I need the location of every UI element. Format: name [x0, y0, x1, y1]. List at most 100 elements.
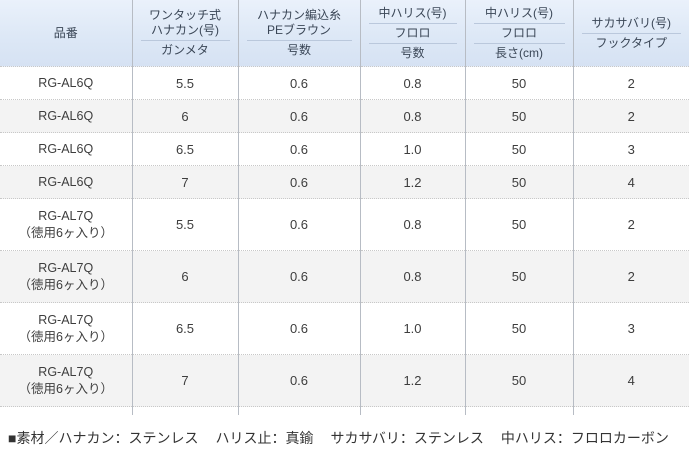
header-segment-divider [581, 32, 681, 34]
cell-sakasabari: 3 [627, 141, 635, 157]
header-segment-divider [140, 40, 230, 41]
cell-model-number: RG-AL6Q [0, 99, 133, 133]
header-segment: フロロ [500, 25, 537, 40]
cell-sakasabari: 4 [627, 174, 635, 190]
cell-nakaharisu-nagasa: 50 [465, 132, 574, 166]
cell-nakaharisu-gou: 0.8 [360, 250, 466, 303]
cell-sakasabari: 2 [627, 75, 635, 91]
header-segment-divider [368, 22, 457, 24]
tail-cell [360, 406, 466, 415]
cell-nakaharisu-nagasa: 50 [465, 165, 574, 199]
header-segment: サカサバリ(号) [591, 15, 671, 30]
cell-sakasabari: 2 [627, 108, 635, 124]
cell-model-number: RG-AL7Q （徳用6ヶ入り） [0, 250, 133, 303]
col-header-hanakan: ワンタッチ式 ハナカン(号) ガンメタ [132, 0, 239, 67]
table-tail-row [0, 406, 689, 415]
tail-cell [573, 407, 689, 415]
cell-nakaharisu-nagasa: 50 [465, 66, 574, 100]
cell-hanakan: 7 [132, 354, 239, 407]
tail-cell [238, 406, 361, 415]
col-header-hinban: 品番 [0, 0, 133, 67]
table-row: RG-AL7Q （徳用6ヶ入り） 7 0.6 1.2 50 4 [0, 354, 689, 407]
cell-hanakan: 6.5 [132, 302, 239, 355]
header-segment: 中ハリス(号) [378, 5, 447, 20]
cell-amikomiito: 0.6 [238, 198, 361, 251]
table-row: RG-AL6Q 5.5 0.6 0.8 50 2 [0, 66, 689, 100]
header-segment: ハナカン編込糸 PEブラウン [256, 8, 341, 37]
header-segment: 長さ(cm) [495, 45, 543, 60]
header-segment: 中ハリス(号) [485, 5, 553, 20]
note-segment: 素材／ハナカン：ステンレス [16, 429, 199, 446]
tail-cell [465, 406, 574, 415]
spec-table-body: RG-AL6Q 5.5 0.6 0.8 50 2 RG-AL6Q 6 0.6 0.8 50 2 RG-A… [0, 66, 689, 415]
cell-model-number: RG-AL7Q （徳用6ヶ入り） [0, 302, 133, 355]
header-segment: ガンメタ [161, 43, 209, 57]
cell-nakaharisu-gou: 1.0 [360, 302, 466, 355]
spec-table: 品番 ワンタッチ式 ハナカン(号) ガンメタ ハナカン編込糸 PEブラウン 号数 中ハリス(号… [0, 0, 689, 415]
cell-sakasabari: 4 [627, 373, 635, 388]
cell-amikomiito: 0.6 [238, 302, 361, 355]
cell-amikomiito: 0.6 [238, 354, 361, 407]
header-segment: 品番 [53, 25, 78, 40]
note-segment: ハリス止：真鍮 [215, 429, 314, 446]
cell-nakaharisu-nagasa: 50 [465, 250, 574, 303]
header-segment: フックタイプ [595, 35, 668, 50]
col-header-nakaharisu-nagasa: 中ハリス(号) フロロ長さ(cm) [465, 0, 574, 67]
header-segment: 号数 [286, 43, 311, 57]
cell-nakaharisu-nagasa: 50 [465, 302, 574, 355]
header-segment-divider [246, 40, 352, 41]
cell-nakaharisu-nagasa: 50 [465, 198, 574, 251]
cell-sakasabari: 2 [627, 269, 635, 284]
materials-note: ■素材／ハナカン：ステンレス ハリス止：真鍮 サカサバリ：ステンレス 中ハリス：フロロ… [8, 428, 693, 448]
table-row: RG-AL7Q （徳用6ヶ入り） 6.5 0.6 1.0 50 3 [0, 302, 689, 355]
header-segment: ワンタッチ式 ハナカン(号) [148, 8, 221, 37]
cell-model-number: RG-AL6Q [0, 66, 133, 100]
cell-model-number: RG-AL6Q [0, 165, 133, 199]
table-row: RG-AL7Q （徳用6ヶ入り） 5.5 0.6 0.8 50 2 [0, 198, 689, 251]
cell-sakasabari: 2 [627, 217, 635, 232]
cell-amikomiito: 0.6 [238, 165, 361, 199]
col-header-sakasabari: サカサバリ(号) フックタイプ [573, 0, 689, 67]
spec-table-header: 品番 ワンタッチ式 ハナカン(号) ガンメタ ハナカン編込糸 PEブラウン 号数 中ハリス(号… [0, 0, 689, 67]
cell-amikomiito: 0.6 [238, 66, 361, 100]
cell-nakaharisu-nagasa: 50 [465, 99, 574, 133]
cell-nakaharisu-gou: 1.0 [360, 132, 466, 166]
cell-hanakan: 5.5 [132, 66, 239, 100]
header-segment-divider [473, 22, 565, 24]
header-segment: 号数 [400, 45, 425, 60]
table-row: RG-AL6Q 6.5 0.6 1.0 50 3 [0, 132, 689, 166]
note-bullet-icon: ■ [8, 429, 17, 446]
note-segment: 中ハリス：フロロカーボン [500, 429, 669, 446]
header-row: 品番 ワンタッチ式 ハナカン(号) ガンメタ ハナカン編込糸 PEブラウン 号数 中ハリス(号… [0, 0, 689, 67]
cell-nakaharisu-gou: 0.8 [360, 198, 466, 251]
header-segment-divider [473, 42, 565, 44]
tail-cell [0, 406, 133, 415]
cell-nakaharisu-gou: 0.8 [360, 99, 466, 133]
cell-amikomiito: 0.6 [238, 250, 361, 303]
cell-model-number: RG-AL7Q （徳用6ヶ入り） [0, 354, 133, 407]
cell-model-number: RG-AL7Q （徳用6ヶ入り） [0, 198, 133, 251]
col-header-amikomiito: ハナカン編込糸 PEブラウン号数 [238, 0, 361, 67]
cell-nakaharisu-gou: 0.8 [360, 66, 466, 100]
cell-hanakan: 5.5 [132, 198, 239, 251]
col-header-nakaharisu-gou: 中ハリス(号) フロロ号数 [360, 0, 466, 67]
table-row: RG-AL6Q 7 0.6 1.2 50 4 [0, 165, 689, 199]
cell-nakaharisu-gou: 1.2 [360, 165, 466, 199]
cell-hanakan: 6 [132, 99, 239, 133]
cell-amikomiito: 0.6 [238, 99, 361, 133]
cell-nakaharisu-gou: 1.2 [360, 354, 466, 407]
cell-hanakan: 6 [132, 250, 239, 303]
table-row: RG-AL6Q 6 0.6 0.8 50 2 [0, 99, 689, 133]
header-segment-divider [368, 42, 457, 44]
note-segment: サカサバリ：ステンレス [330, 429, 484, 446]
cell-sakasabari: 3 [627, 321, 635, 336]
cell-hanakan: 6.5 [132, 132, 239, 166]
table-row: RG-AL7Q （徳用6ヶ入り） 6 0.6 0.8 50 2 [0, 250, 689, 303]
cell-amikomiito: 0.6 [238, 132, 361, 166]
header-segment: フロロ [394, 25, 431, 40]
cell-nakaharisu-nagasa: 50 [465, 354, 574, 407]
cell-model-number: RG-AL6Q [0, 132, 133, 166]
cell-hanakan: 7 [132, 165, 239, 199]
tail-cell [132, 406, 239, 415]
